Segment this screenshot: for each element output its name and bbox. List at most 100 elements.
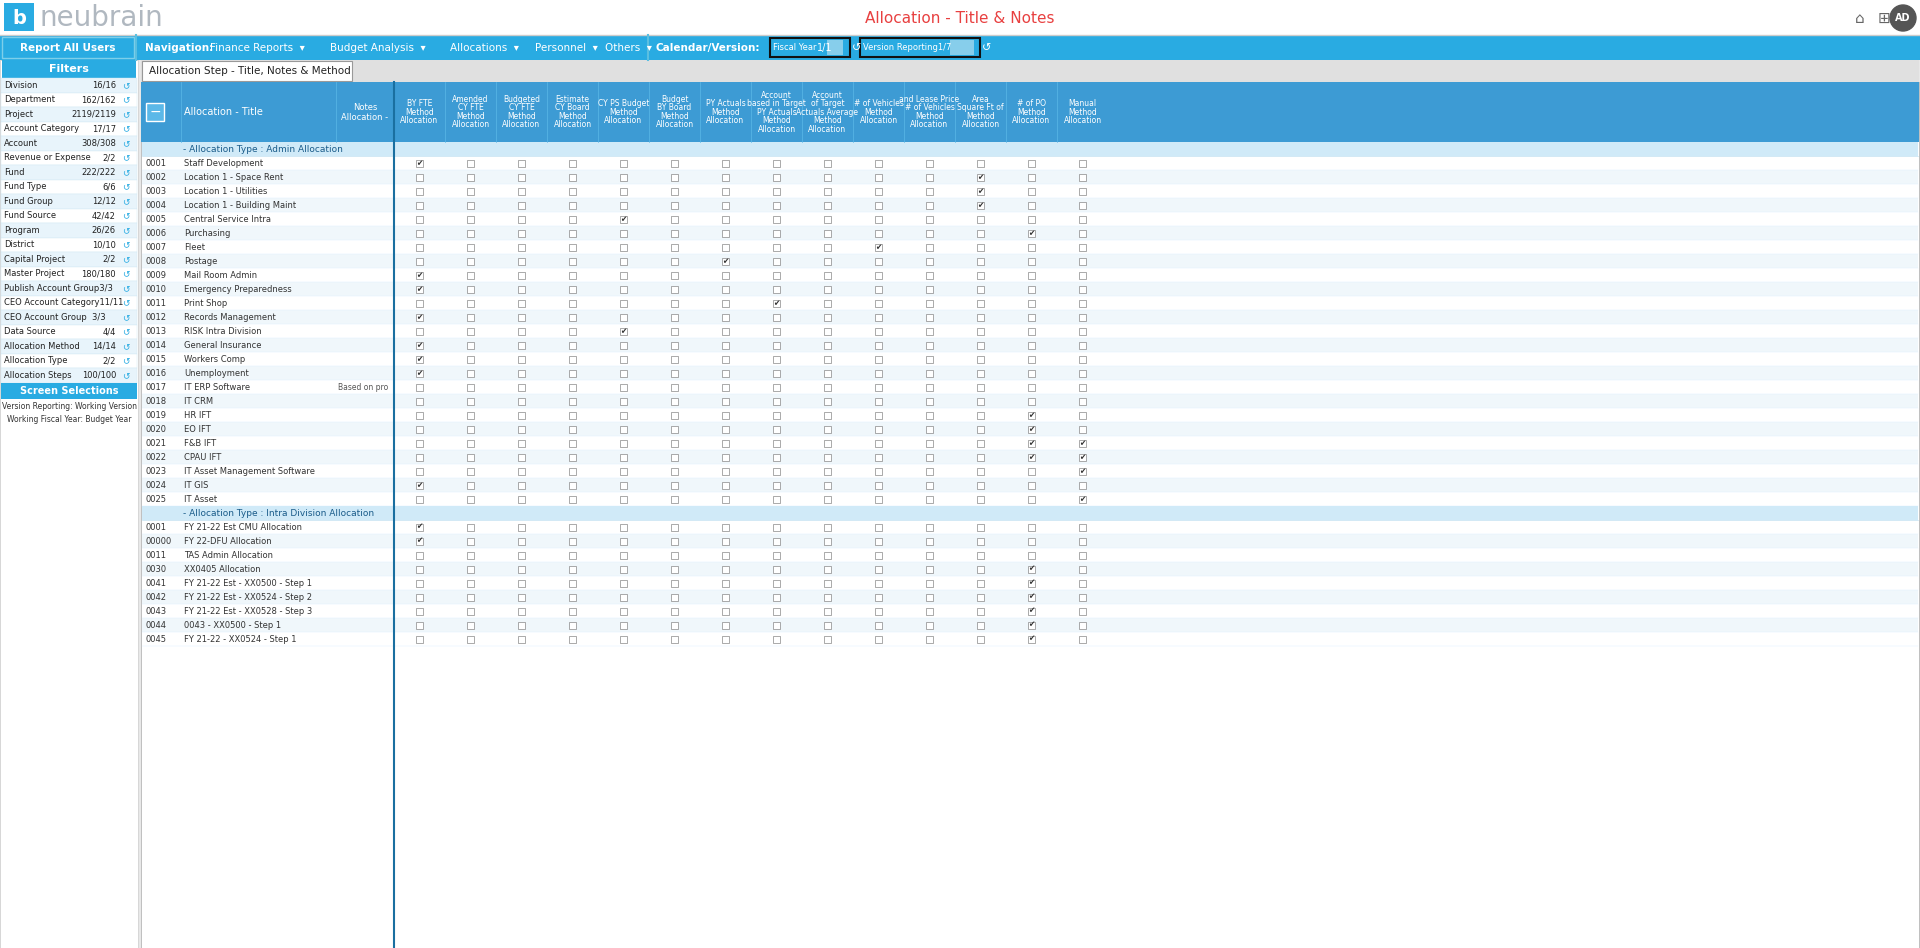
Text: ↺: ↺ [123,255,131,264]
Text: Allocation - Title & Notes: Allocation - Title & Notes [866,10,1054,26]
Bar [925,327,933,335]
Text: 0041: 0041 [146,578,167,588]
Text: 0002: 0002 [146,173,167,181]
Bar [722,453,730,461]
Text: Allocation: Allocation [756,124,795,134]
Bar [142,254,1918,268]
Bar [722,271,730,279]
Bar [620,523,628,531]
Text: Method: Method [457,112,486,120]
Bar [518,356,524,362]
Text: 0015: 0015 [146,355,167,363]
Text: BY FTE: BY FTE [407,99,432,108]
Text: ↺: ↺ [123,81,131,90]
Text: 0001: 0001 [146,522,167,532]
Bar [1079,341,1087,349]
Bar [824,411,831,418]
Text: Area: Area [972,95,989,103]
Bar [828,40,843,55]
Bar [2,252,136,266]
Bar [774,384,780,391]
Bar [417,593,422,600]
Text: and Lease Price: and Lease Price [899,95,960,103]
Bar [568,593,576,600]
Bar [1079,566,1087,573]
Bar [518,370,524,376]
Bar [977,188,983,194]
Text: Location 1 - Utilities: Location 1 - Utilities [184,187,267,195]
Bar [977,258,983,264]
Bar [722,523,730,531]
Bar [568,173,576,180]
Bar [568,579,576,587]
Bar [977,356,983,362]
Bar [1027,552,1035,558]
Bar [824,215,831,223]
Bar [142,506,1918,520]
Bar [925,440,933,447]
Bar [670,258,678,264]
Bar [1079,370,1087,376]
Text: 0008: 0008 [146,257,167,265]
Bar [568,271,576,279]
Bar [925,202,933,209]
Bar [518,229,524,236]
Bar [417,327,422,335]
Bar [1079,440,1087,447]
Bar [142,450,1918,464]
Text: ✔: ✔ [1029,592,1035,601]
Bar [142,338,1918,352]
Bar [876,370,881,376]
Bar [925,370,933,376]
Text: Amended: Amended [453,95,490,103]
Bar [670,215,678,223]
Bar [467,397,474,405]
Bar [620,202,628,209]
Text: ✔: ✔ [620,326,626,336]
Text: 26/26: 26/26 [92,226,115,235]
Text: # of Vehicles: # of Vehicles [904,103,954,112]
Bar [876,341,881,349]
Bar [774,523,780,531]
Bar [1079,271,1087,279]
Bar [977,426,983,432]
Text: Mail Room Admin: Mail Room Admin [184,270,257,280]
Bar [1027,215,1035,223]
Text: 2/2: 2/2 [102,154,115,162]
Text: 0042: 0042 [146,592,167,601]
Bar [722,552,730,558]
Bar [876,538,881,544]
Bar [0,60,138,948]
Bar [977,579,983,587]
Bar [824,229,831,236]
Bar [876,173,881,180]
Text: ✔: ✔ [1029,607,1035,615]
Bar [620,593,628,600]
Bar [925,552,933,558]
Bar [1079,593,1087,600]
Text: 0016: 0016 [146,369,167,377]
Bar [620,440,628,447]
Bar [774,370,780,376]
Text: 4/4: 4/4 [102,327,115,337]
Bar [1027,285,1035,293]
Bar [518,538,524,544]
Bar [722,188,730,194]
Text: Allocation: Allocation [860,116,897,125]
Bar [1079,453,1087,461]
Bar [670,496,678,502]
Text: ✔: ✔ [1029,578,1035,588]
Text: Allocation Type: Allocation Type [4,356,67,365]
Bar [142,61,351,81]
Text: ✔: ✔ [1029,425,1035,433]
Bar [2,209,136,223]
Bar [620,285,628,293]
Bar [1027,622,1035,629]
Text: ✔: ✔ [417,522,422,532]
Bar [670,566,678,573]
Bar [925,215,933,223]
Bar [977,566,983,573]
Text: Fund: Fund [4,168,25,176]
Bar [417,341,422,349]
Text: ↺: ↺ [123,327,131,337]
